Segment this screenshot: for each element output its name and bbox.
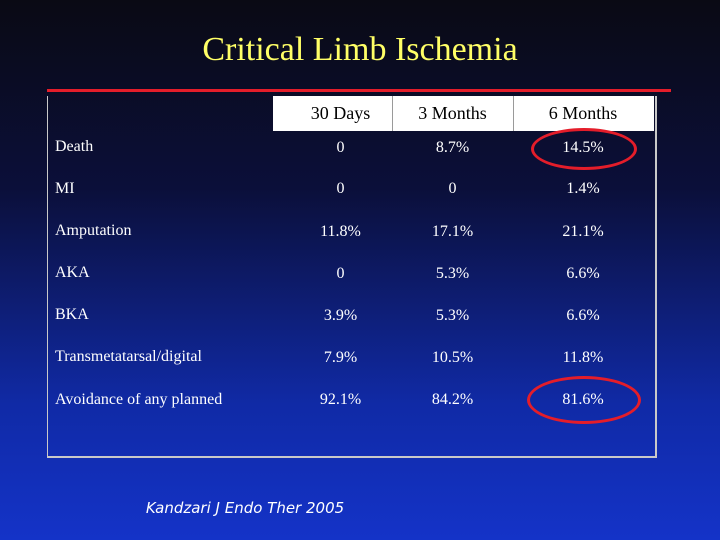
table-cell: 0: [336, 180, 345, 197]
table-cell: 21.1%: [562, 223, 604, 240]
column-header-3-months: 3 Months: [418, 103, 487, 123]
table-cell: 0: [336, 139, 345, 156]
table-cell: 5.3%: [435, 307, 470, 324]
table-cell: 6.6%: [566, 307, 600, 324]
table-cell: 0: [448, 180, 457, 197]
table-header-bar: [273, 96, 654, 131]
table-cell: 8.7%: [435, 139, 470, 156]
row-label-aka: AKA: [55, 264, 90, 281]
highlight-oval-death-6-months: [531, 128, 637, 170]
citation: Kandzari J Endo Ther 2005: [145, 499, 345, 517]
row-label-transmetatarsal: Transmetatarsal/digital: [55, 348, 202, 365]
row-label-avoidance: Avoidance of any planned: [55, 391, 223, 408]
table-cell: 17.1%: [431, 223, 474, 240]
table-cell: 6.6%: [566, 265, 600, 282]
table-cell: 11.8%: [320, 223, 361, 240]
row-label-mi: MI: [55, 180, 75, 197]
title-underline: [47, 89, 671, 92]
header-separator: [392, 96, 393, 131]
table-cell: 0: [336, 265, 345, 282]
row-label-death: Death: [55, 138, 94, 155]
table-cell: 7.9%: [323, 349, 358, 366]
row-label-bka: BKA: [55, 306, 89, 323]
highlight-oval-avoidance-6-months: [527, 376, 641, 424]
table-cell: 1.4%: [566, 180, 600, 197]
column-header-6-months: 6 Months: [548, 103, 618, 123]
column-header-30-days: 30 Days: [310, 103, 371, 123]
table-cell: 5.3%: [435, 265, 470, 282]
row-label-amputation: Amputation: [55, 222, 132, 239]
table-cell: 84.2%: [431, 391, 474, 408]
table-cell: 10.5%: [431, 349, 474, 366]
table-cell: 3.9%: [323, 307, 358, 324]
slide-title: Critical Limb Ischemia: [202, 31, 518, 68]
table-cell: 11.8%: [562, 349, 604, 366]
results-table: [47, 96, 657, 458]
table-cell: 92.1%: [319, 391, 362, 408]
header-separator: [513, 96, 514, 131]
